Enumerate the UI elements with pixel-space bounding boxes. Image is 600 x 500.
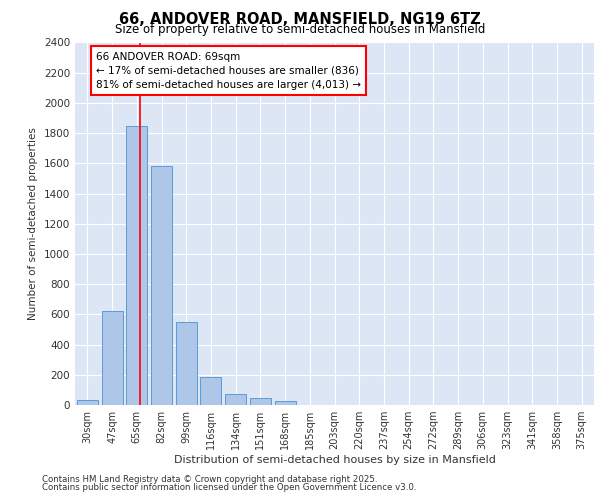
Bar (200, 377, 221, 405)
Bar (126, 126, 147, 405)
Bar (151, 166, 172, 405)
Text: 66, ANDOVER ROAD, MANSFIELD, NG19 6TZ: 66, ANDOVER ROAD, MANSFIELD, NG19 6TZ (119, 12, 481, 28)
Bar (176, 322, 197, 405)
Bar (250, 398, 271, 405)
X-axis label: Distribution of semi-detached houses by size in Mansfield: Distribution of semi-detached houses by … (173, 455, 496, 465)
Text: 66 ANDOVER ROAD: 69sqm
← 17% of semi-detached houses are smaller (836)
81% of se: 66 ANDOVER ROAD: 69sqm ← 17% of semi-det… (96, 52, 361, 90)
Bar (77, 400, 98, 405)
Bar (225, 394, 246, 405)
Bar (101, 312, 122, 405)
Y-axis label: Number of semi-detached properties: Number of semi-detached properties (28, 128, 38, 320)
Bar (275, 401, 296, 405)
Text: Size of property relative to semi-detached houses in Mansfield: Size of property relative to semi-detach… (115, 24, 485, 36)
Text: Contains public sector information licensed under the Open Government Licence v3: Contains public sector information licen… (42, 484, 416, 492)
Text: Contains HM Land Registry data © Crown copyright and database right 2025.: Contains HM Land Registry data © Crown c… (42, 475, 377, 484)
